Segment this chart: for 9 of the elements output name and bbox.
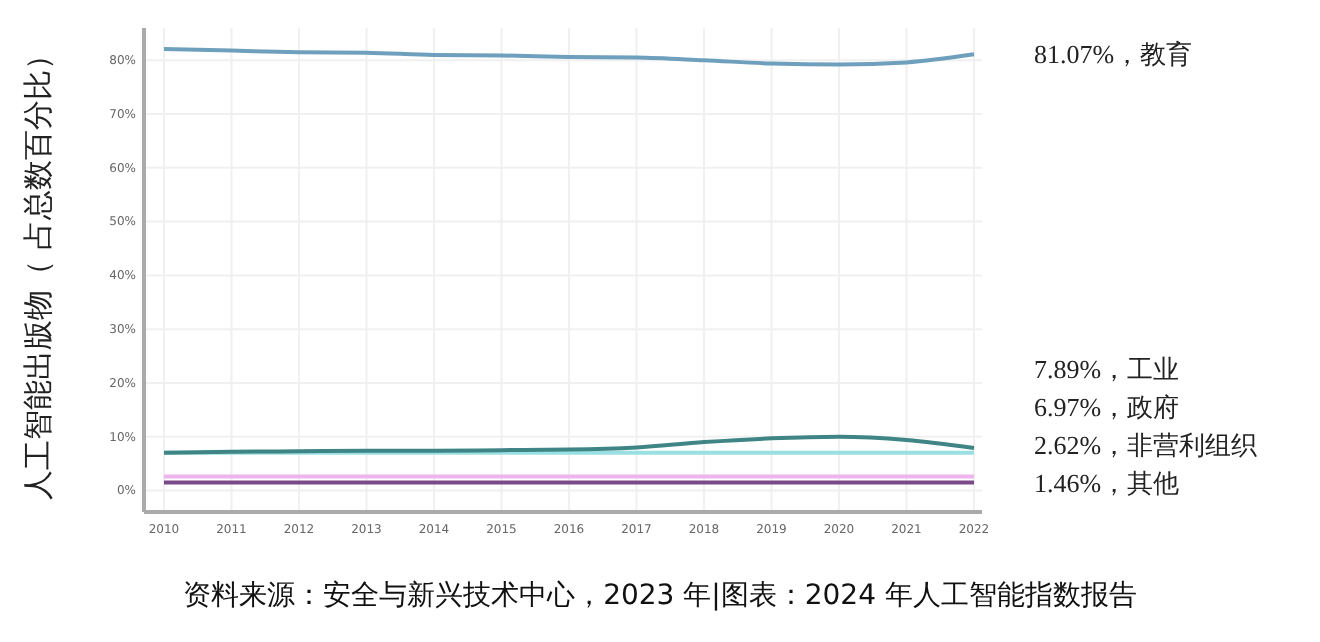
line-series bbox=[162, 46, 976, 67]
text: 资料来源：安全与新兴技术中心，2023 年|图表：2024 年人工智能指数报告 bbox=[183, 580, 1137, 612]
text: 2.62%，非营利组织 bbox=[1034, 429, 1258, 460]
y-axis-title: 人工智能出版物（ 占总数百分比） bbox=[20, 40, 56, 500]
text: 81.07%，教育 bbox=[1034, 39, 1193, 70]
line-series bbox=[162, 434, 976, 455]
text: 6.97%，政府 bbox=[1034, 391, 1180, 422]
text: 1.46%，其他 bbox=[1034, 467, 1180, 498]
text: 7.89%，工业 bbox=[1034, 353, 1180, 384]
